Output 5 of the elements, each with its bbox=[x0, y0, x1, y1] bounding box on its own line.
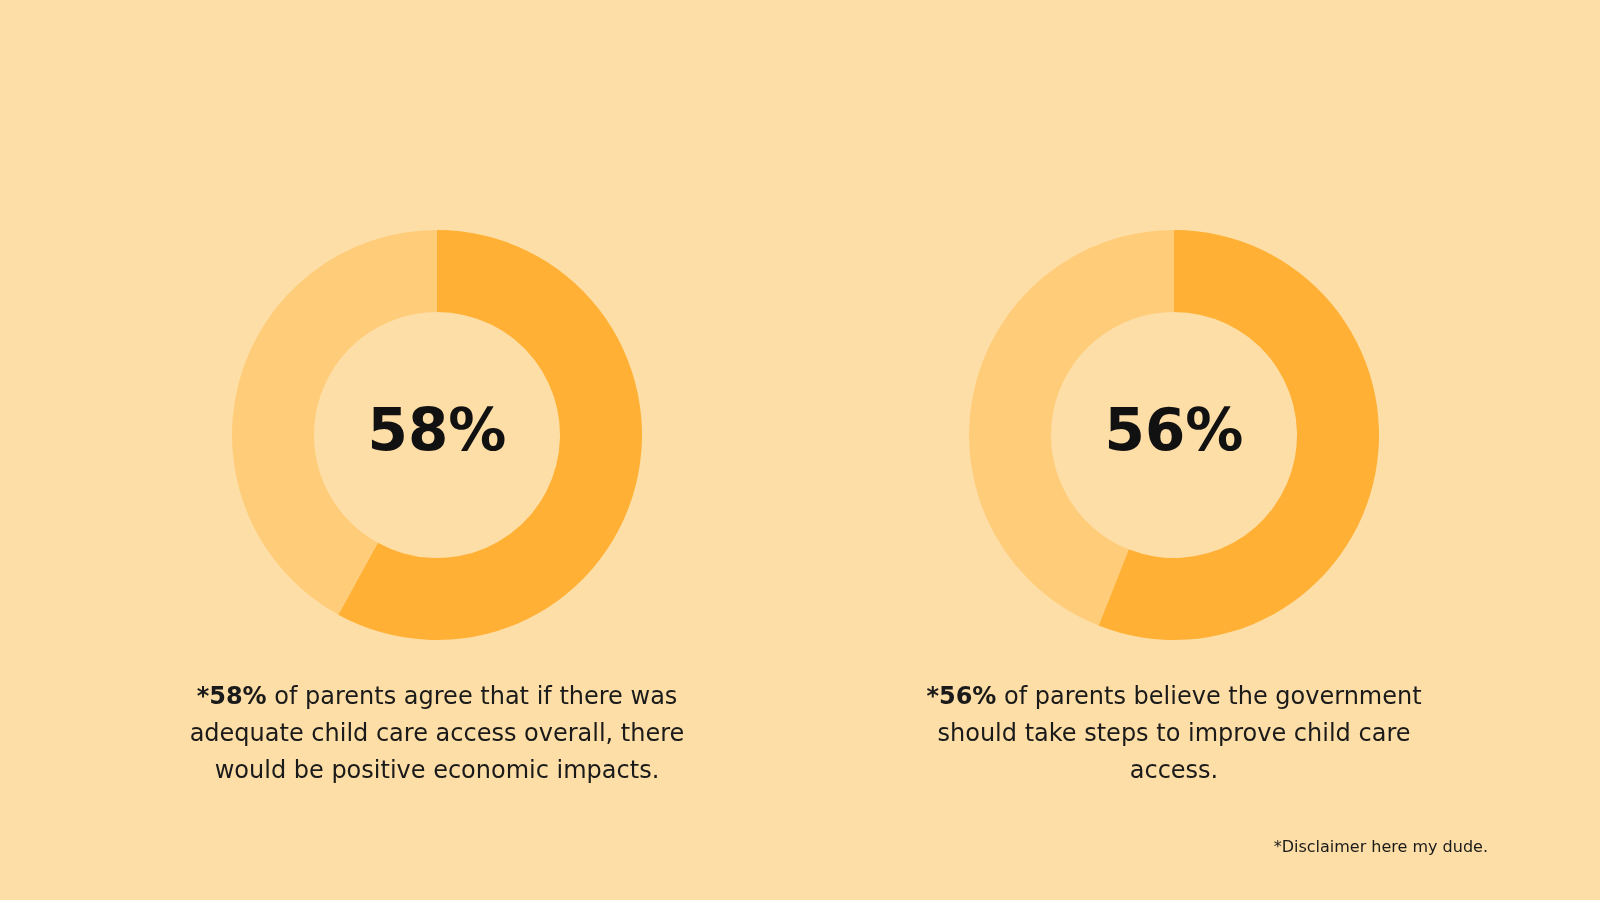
text: *Disclaimer here my dude. bbox=[1273, 837, 1488, 856]
text: *58% of parents agree that if there was adequate child care access overall, there would be positive economic impacts. bbox=[188, 681, 686, 786]
data-label: 58% bbox=[367, 396, 507, 465]
data-label: 56% bbox=[1104, 396, 1244, 465]
text: *56% of parents believe the government should take steps to improve child care access. bbox=[925, 681, 1423, 786]
